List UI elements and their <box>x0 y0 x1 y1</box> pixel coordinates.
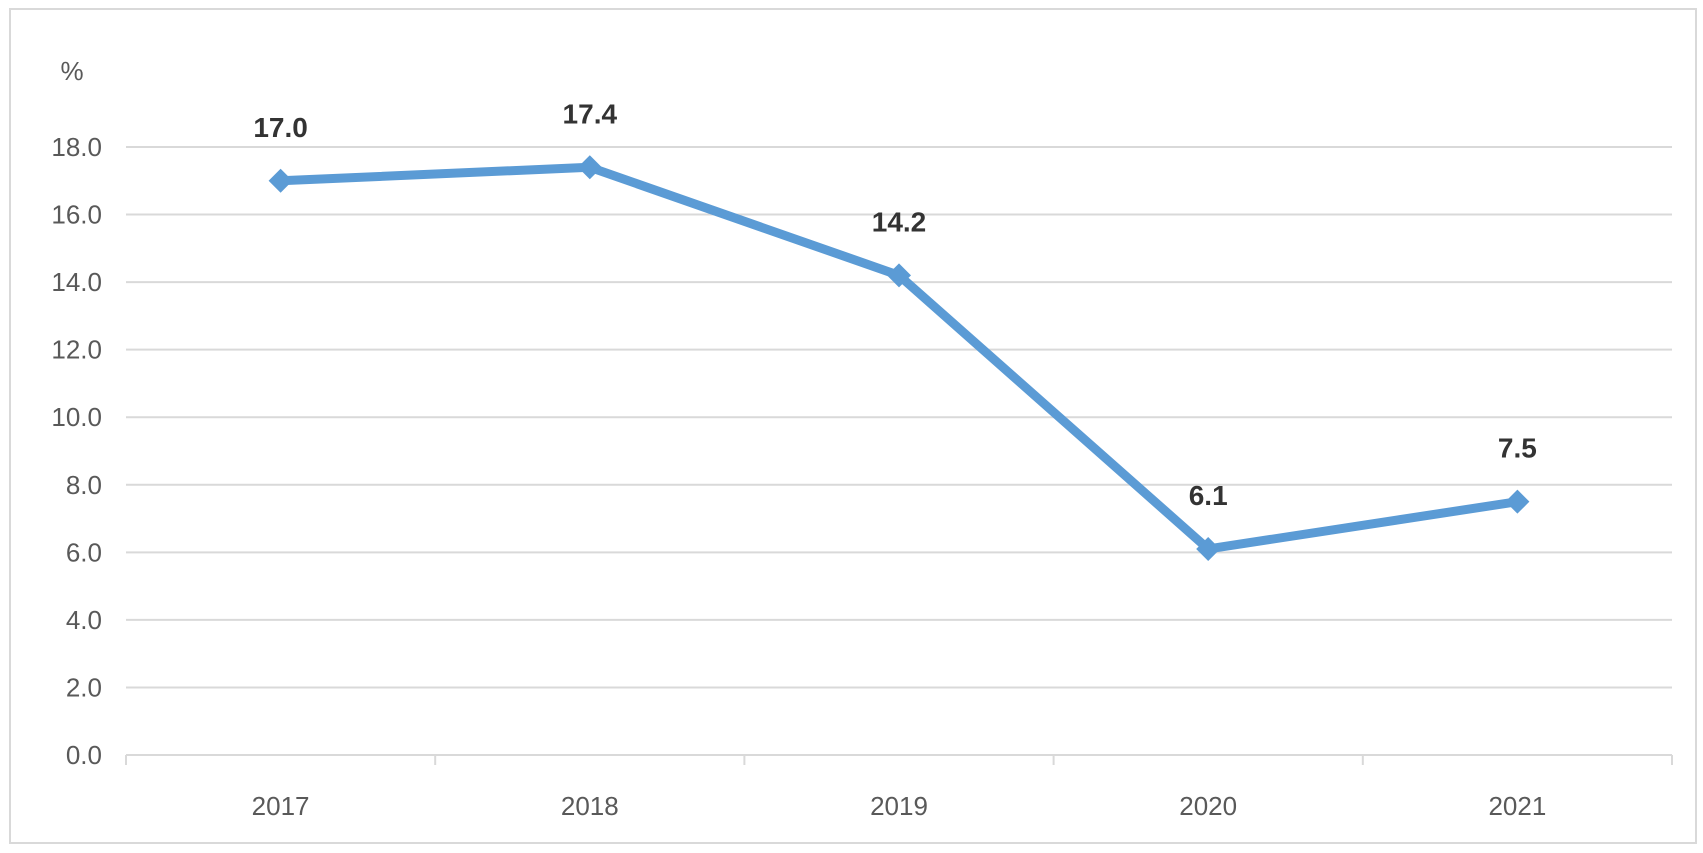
y-unit-label: % <box>60 56 83 86</box>
y-tick-label: 14.0 <box>51 267 102 297</box>
y-tick-label: 4.0 <box>66 605 102 635</box>
data-label: 17.0 <box>253 112 308 143</box>
data-label: 17.4 <box>563 98 618 129</box>
data-point-marker <box>268 168 293 193</box>
x-tick-label: 2021 <box>1488 791 1546 821</box>
y-axis: 0.0 2.0 4.0 6.0 8.0 10.0 12.0 14.0 16.0 18.0 <box>51 132 102 770</box>
y-tick-label: 16.0 <box>51 200 102 230</box>
x-axis: 2017 2018 2019 2020 2021 <box>125 755 1673 821</box>
y-tick-label: 18.0 <box>51 132 102 162</box>
y-tick-label: 8.0 <box>66 470 102 500</box>
series-line <box>268 155 1530 561</box>
data-label: 14.2 <box>872 206 927 237</box>
data-label: 6.1 <box>1189 480 1228 511</box>
y-tick-label: 2.0 <box>66 672 102 702</box>
x-tick-label: 2019 <box>870 791 928 821</box>
y-tick-label: 6.0 <box>66 537 102 567</box>
data-point-marker <box>1196 536 1221 561</box>
y-tick-label: 0.0 <box>66 740 102 770</box>
data-point-marker <box>1505 489 1530 514</box>
data-point-marker <box>577 155 602 180</box>
y-tick-label: 10.0 <box>51 402 102 432</box>
gridlines <box>126 146 1672 756</box>
x-tick-label: 2017 <box>252 791 310 821</box>
y-tick-label: 12.0 <box>51 335 102 365</box>
data-label: 7.5 <box>1498 433 1537 464</box>
data-labels: 17.0 17.4 14.2 6.1 7.5 <box>253 98 1537 511</box>
data-point-marker <box>887 263 911 288</box>
x-tick-label: 2018 <box>561 791 619 821</box>
x-tick-label: 2020 <box>1179 791 1237 821</box>
